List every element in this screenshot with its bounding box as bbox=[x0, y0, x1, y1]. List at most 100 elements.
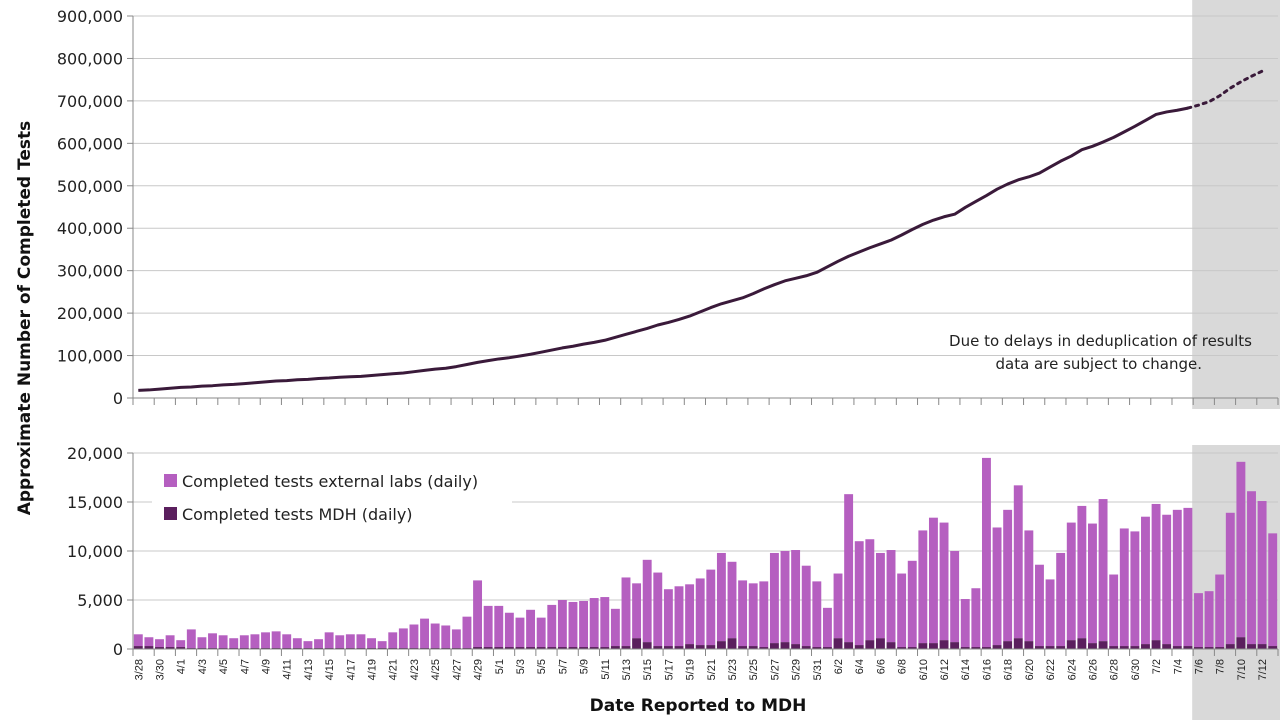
top-y-tick-label: 0 bbox=[113, 389, 123, 408]
bar-external-labs bbox=[610, 608, 620, 647]
bar-external-labs bbox=[133, 634, 143, 647]
bar-mdh bbox=[844, 642, 854, 649]
top-y-tick-label: 700,000 bbox=[57, 92, 123, 111]
bar-external-labs bbox=[1141, 516, 1150, 645]
bar-mdh bbox=[1119, 646, 1129, 649]
bar-mdh bbox=[663, 646, 673, 649]
bar-external-labs bbox=[1109, 574, 1119, 647]
x-tick-label: 5/19 bbox=[685, 659, 697, 680]
x-tick-label: 6/24 bbox=[1066, 659, 1078, 680]
x-tick-label: 4/11 bbox=[282, 659, 294, 680]
bar-mdh bbox=[1024, 641, 1034, 649]
legend-swatch-external bbox=[164, 474, 177, 487]
bar-external-labs bbox=[716, 552, 726, 642]
bottom-y-tick-label: 20,000 bbox=[67, 444, 123, 463]
top-y-tick-label: 300,000 bbox=[57, 262, 123, 281]
x-tick-label: 7/4 bbox=[1172, 659, 1184, 674]
bar-mdh bbox=[1268, 646, 1278, 649]
bar-external-labs bbox=[1130, 531, 1140, 647]
top-y-tick-label: 800,000 bbox=[57, 49, 123, 68]
bar-external-labs bbox=[144, 637, 154, 647]
bar-external-labs bbox=[483, 605, 493, 648]
bar-external-labs bbox=[398, 628, 408, 649]
bar-external-labs bbox=[1066, 522, 1076, 641]
x-tick-label: 5/31 bbox=[812, 659, 824, 680]
bar-mdh bbox=[897, 647, 907, 649]
top-y-tick-label: 500,000 bbox=[57, 177, 123, 196]
bar-mdh bbox=[992, 645, 1002, 649]
bar-mdh bbox=[1141, 644, 1150, 649]
bar-mdh bbox=[610, 646, 620, 649]
bar-external-labs bbox=[335, 635, 345, 649]
bar-mdh bbox=[1056, 646, 1066, 649]
bar-mdh bbox=[1225, 644, 1235, 649]
bar-external-labs bbox=[844, 494, 854, 643]
bar-external-labs bbox=[589, 598, 599, 648]
bar-mdh bbox=[780, 642, 790, 649]
x-tick-label: 6/14 bbox=[960, 659, 972, 680]
bar-mdh bbox=[695, 645, 705, 649]
bar-mdh bbox=[1077, 638, 1087, 649]
bar-external-labs bbox=[663, 589, 673, 647]
bar-mdh bbox=[133, 646, 143, 649]
bar-external-labs bbox=[918, 530, 928, 644]
bar-external-labs bbox=[1225, 512, 1235, 645]
bar-external-labs bbox=[865, 539, 875, 641]
x-tick-label: 3/28 bbox=[133, 659, 145, 680]
bar-external-labs bbox=[155, 639, 164, 648]
bar-external-labs bbox=[430, 623, 440, 649]
bar-external-labs bbox=[388, 632, 398, 649]
bar-mdh bbox=[674, 646, 684, 649]
x-tick-labels: 3/28 3/30 4/1 4/3 4/5 4/7 4/9 4/11 4/13 4/15 4/17 4… bbox=[133, 659, 1269, 680]
bar-external-labs bbox=[642, 559, 652, 643]
bar-external-labs bbox=[706, 569, 716, 646]
top-y-tick-label: 200,000 bbox=[57, 304, 123, 323]
bar-external-labs bbox=[229, 638, 239, 649]
bar-mdh bbox=[886, 642, 896, 649]
bar-mdh bbox=[483, 647, 493, 649]
bar-external-labs bbox=[971, 588, 981, 648]
bar-mdh bbox=[706, 645, 716, 649]
bar-external-labs bbox=[1119, 528, 1129, 647]
bar-mdh bbox=[176, 647, 186, 649]
x-tick-label: 4/15 bbox=[324, 659, 336, 680]
bar-external-labs bbox=[1035, 564, 1044, 647]
bottom-y-tick-label: 10,000 bbox=[67, 542, 123, 561]
bar-mdh bbox=[833, 638, 843, 649]
bar-mdh bbox=[547, 647, 557, 649]
bar-external-labs bbox=[165, 635, 175, 648]
bar-external-labs bbox=[653, 572, 663, 647]
bar-external-labs bbox=[451, 629, 461, 649]
x-tick-label: 6/6 bbox=[875, 659, 887, 674]
x-tick-label: 4/19 bbox=[367, 659, 379, 680]
bar-external-labs bbox=[261, 632, 270, 649]
bar-external-labs bbox=[250, 634, 260, 649]
axes-group bbox=[127, 15, 1279, 656]
top-y-tick-label: 400,000 bbox=[57, 219, 123, 238]
bar-mdh bbox=[600, 647, 610, 649]
bar-mdh bbox=[621, 646, 631, 649]
bar-external-labs bbox=[557, 600, 567, 648]
bar-mdh bbox=[1194, 647, 1203, 649]
x-axis-title: Date Reported to MDH bbox=[590, 696, 807, 716]
bar-mdh bbox=[865, 640, 875, 649]
bar-external-labs bbox=[579, 600, 589, 648]
bar-mdh bbox=[526, 647, 536, 649]
x-tick-label: 6/20 bbox=[1024, 659, 1036, 680]
bar-external-labs bbox=[186, 629, 196, 649]
bar-external-labs bbox=[1236, 461, 1246, 638]
bar-external-labs bbox=[992, 527, 1002, 646]
bar-mdh bbox=[918, 643, 928, 649]
bar-mdh bbox=[981, 647, 991, 649]
x-tick-label: 6/12 bbox=[939, 659, 951, 680]
bar-mdh bbox=[727, 638, 737, 649]
x-tick-label: 6/4 bbox=[854, 659, 866, 674]
bar-external-labs bbox=[441, 625, 451, 649]
bar-mdh bbox=[791, 644, 801, 649]
bar-external-labs bbox=[1013, 485, 1023, 639]
bar-mdh bbox=[1236, 637, 1246, 649]
x-tick-label: 5/13 bbox=[621, 659, 633, 680]
bar-external-labs bbox=[780, 551, 790, 643]
bar-external-labs bbox=[1268, 533, 1278, 647]
bar-external-labs bbox=[1045, 579, 1055, 647]
